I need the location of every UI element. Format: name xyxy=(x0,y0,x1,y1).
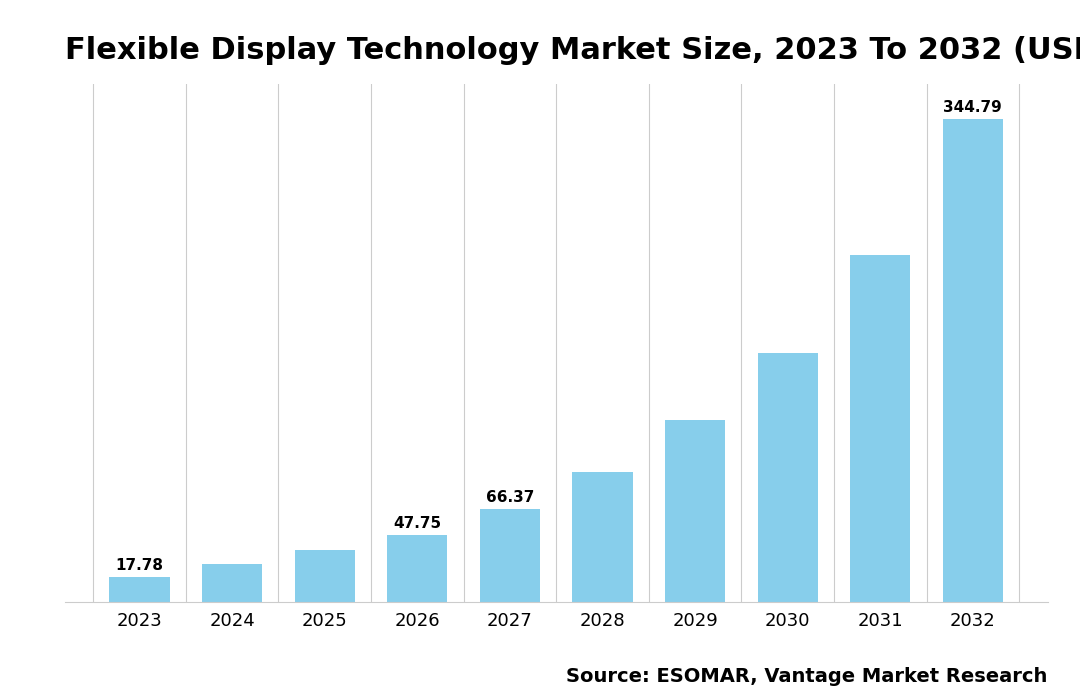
Bar xyxy=(850,255,910,602)
Bar xyxy=(480,509,540,602)
Text: 66.37: 66.37 xyxy=(486,490,535,505)
Bar xyxy=(202,564,262,602)
Text: Source: ESOMAR, Vantage Market Research: Source: ESOMAR, Vantage Market Research xyxy=(566,667,1048,686)
Bar xyxy=(388,535,447,602)
Text: Flexible Display Technology Market Size, 2023 To 2032 (USD Billion): Flexible Display Technology Market Size,… xyxy=(65,36,1080,65)
Bar xyxy=(572,472,633,602)
Bar xyxy=(665,420,725,602)
Bar xyxy=(109,577,170,602)
Bar xyxy=(757,353,818,602)
Text: 47.75: 47.75 xyxy=(393,516,442,531)
Text: 17.78: 17.78 xyxy=(116,558,163,573)
Text: 344.79: 344.79 xyxy=(944,100,1002,115)
Bar xyxy=(943,119,1003,602)
Bar xyxy=(295,550,355,602)
